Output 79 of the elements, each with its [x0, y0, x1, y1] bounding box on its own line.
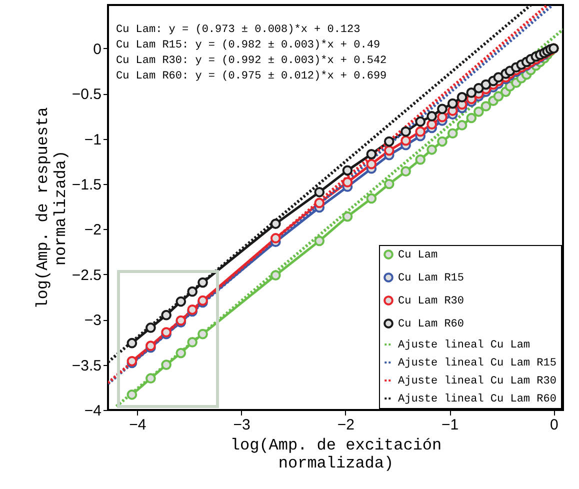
legend-label: Ajuste lineal Cu Lam R30	[398, 376, 556, 388]
point	[270, 218, 281, 229]
point	[415, 154, 426, 165]
annotation: Cu Lam R15: y = (0.982 ± 0.003)*x + 0.49	[116, 40, 380, 52]
point	[314, 198, 325, 208]
annotation: Cu Lam R30: y = (0.992 ± 0.003)*x + 0.542	[116, 55, 387, 67]
point	[437, 104, 448, 114]
point	[126, 338, 138, 348]
legend-label: Cu Lam R15	[398, 272, 464, 284]
x-tick-label: −2	[337, 416, 354, 434]
point	[366, 193, 377, 204]
point	[176, 348, 186, 358]
point	[314, 236, 325, 246]
point	[493, 72, 504, 82]
point	[456, 92, 468, 102]
point	[342, 177, 353, 188]
y-tick-label: −2	[84, 222, 102, 239]
point	[187, 337, 198, 348]
annotation: Cu Lam R60: y = (0.975 ± 0.012)*x + 0.699	[116, 70, 387, 82]
y-axis-title: log(Amp. de respuesta normalizada)	[34, 106, 70, 309]
point	[493, 91, 504, 102]
point	[480, 101, 492, 112]
legend-label: Cu Lam R30	[398, 296, 464, 308]
point	[415, 116, 426, 127]
point	[270, 270, 281, 280]
annotation: Cu Lam: y = (0.973 ± 0.008)*x + 0.123	[116, 24, 360, 36]
point	[146, 322, 156, 333]
y-tick-label: −0.5	[72, 86, 102, 104]
y-tick-label: −3.5	[72, 357, 102, 374]
y-tick-label: −1	[84, 131, 102, 148]
point	[384, 136, 394, 147]
legend-label: Cu Lam R60	[398, 318, 464, 330]
legend-label: Ajuste lineal Cu Lam	[398, 340, 530, 352]
point	[161, 360, 172, 370]
point	[456, 120, 468, 130]
point	[415, 126, 426, 137]
x-axis-title: log(Amp. de excitación normalizada)	[230, 436, 442, 472]
x-tick-label: 0	[550, 416, 558, 434]
point	[366, 158, 377, 170]
point	[366, 148, 377, 160]
x-tick-label: −3	[233, 416, 250, 434]
point	[447, 98, 458, 109]
point	[473, 106, 484, 117]
y-tick-label: −4	[84, 402, 102, 420]
point	[384, 145, 394, 156]
point	[198, 328, 208, 340]
x-tick-label: −4	[129, 416, 146, 434]
point	[466, 112, 477, 124]
y-tick-label: −2.5	[72, 266, 102, 284]
point	[426, 119, 437, 130]
point	[447, 128, 458, 139]
point	[342, 211, 353, 222]
point	[314, 186, 325, 198]
y-tick-label: −3	[84, 312, 102, 330]
point	[473, 82, 484, 94]
legend-label: Ajuste lineal Cu Lam R15	[398, 358, 556, 370]
point	[437, 112, 448, 122]
point	[384, 178, 394, 190]
x-tick-label: −1	[441, 416, 459, 434]
legend-label: Ajuste lineal Cu Lam R60	[398, 394, 556, 406]
point	[400, 135, 411, 146]
point	[437, 136, 448, 147]
y-tick-label: 0	[93, 40, 102, 58]
point	[400, 166, 411, 177]
point	[466, 88, 477, 98]
point	[480, 79, 492, 90]
point	[400, 126, 411, 137]
legend-label: Cu Lam	[398, 250, 438, 262]
y-tick-label: −1.5	[72, 176, 102, 194]
point	[270, 233, 281, 244]
point	[161, 310, 172, 320]
point	[187, 286, 198, 297]
point	[342, 165, 353, 176]
point	[176, 296, 186, 307]
point	[126, 389, 138, 400]
point	[146, 373, 156, 384]
point	[198, 277, 208, 288]
point	[426, 111, 437, 122]
point	[426, 144, 437, 155]
